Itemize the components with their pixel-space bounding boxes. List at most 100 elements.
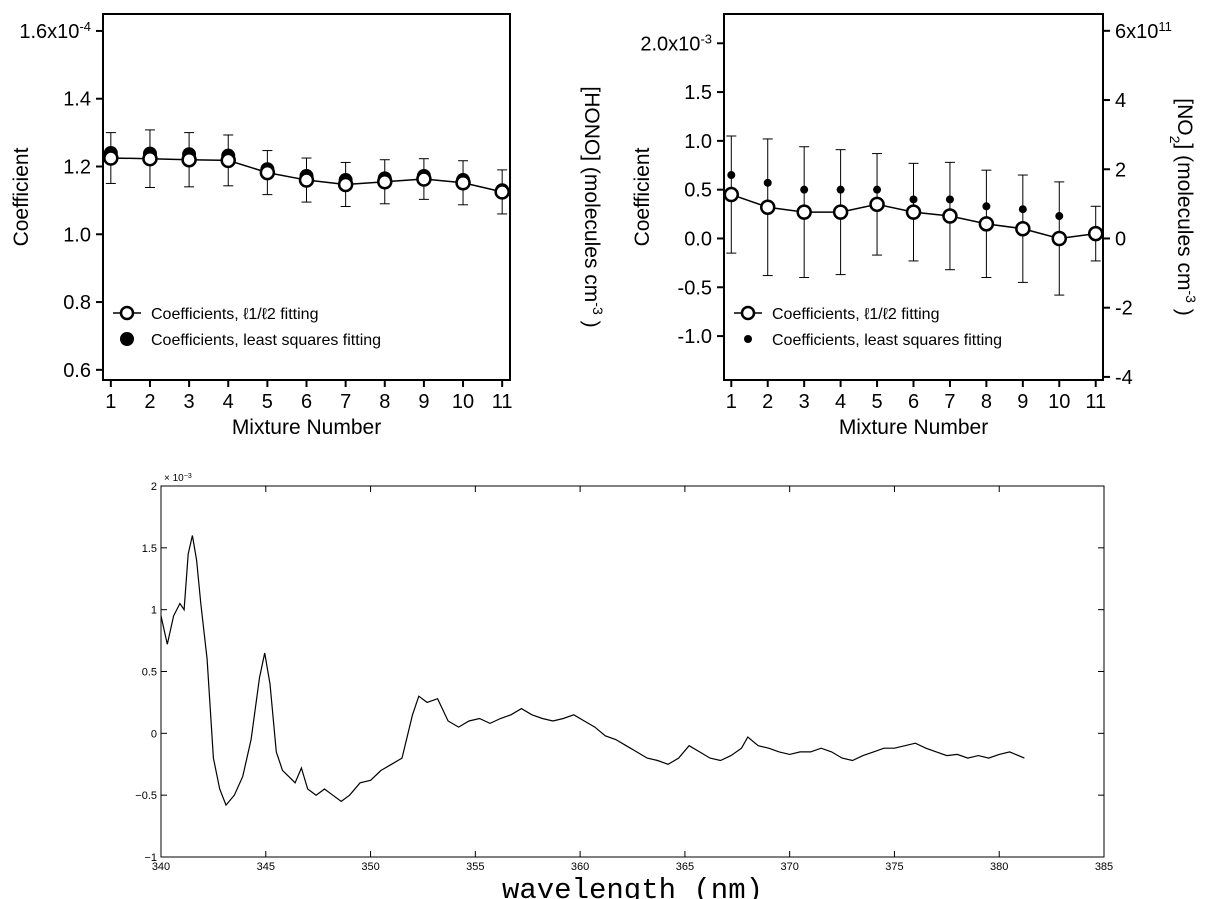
point-least-squares: [945, 195, 954, 204]
x-tick-label: 6: [301, 391, 312, 413]
x-tick-label: 6: [908, 391, 919, 413]
y-right-tick-label-part: 2: [1115, 159, 1126, 181]
x-tick-label: 355: [466, 861, 484, 873]
x-tick-label: 340: [152, 861, 170, 873]
y-right-tick-label-part: -4: [1115, 367, 1133, 389]
chart-panel-1: 1 2 3 4 5 6 7 8 9 10 11 Mixture Number 1.6x10-4 1.4 1.…: [10, 13, 606, 439]
point-l1l2: [416, 171, 432, 187]
x-axis-title: Mixture Number: [232, 416, 381, 439]
legend-label-l1l2: Coefficients, ℓ1/ℓ2 fitting: [772, 306, 939, 323]
point-least-squares: [1018, 205, 1027, 214]
point-l1l2: [796, 204, 812, 220]
y-tick-label: 0.5: [142, 667, 157, 679]
x-tick-label: 10: [452, 391, 474, 413]
y-right-tick-label-part: 11: [1158, 18, 1172, 33]
y-right-axis-title-part: ] (molecules cm: [1173, 143, 1196, 290]
y-left-tick-label: 2.0x10-3: [640, 31, 712, 56]
x-tick-label: 370: [780, 861, 798, 873]
point-l1l2: [1015, 220, 1031, 237]
y-right-tick-label-part: -2: [1115, 298, 1133, 320]
x-axis-title: wavelength (nm): [502, 874, 763, 899]
y-left-tick-label-part: 1.5: [684, 82, 712, 104]
legend-label-least-squares: Coefficients, least squares fitting: [772, 332, 1002, 349]
y-left-tick-label: 0.6: [63, 360, 91, 382]
y-left-tick-label: 0.0: [684, 228, 712, 250]
y-right-axis-title-part: [HONO] (molecules cm: [580, 86, 603, 302]
y-left-tick-label: 0.5: [684, 180, 712, 202]
y-tick-label: −0.5: [135, 790, 157, 802]
legend-marker-open: [740, 305, 756, 321]
y-left-tick-label-part: 1.2: [63, 157, 91, 179]
y-left-tick-label-part: -3: [700, 31, 712, 46]
y-right-axis-title-part: 2: [1167, 136, 1183, 144]
y-left-tick-label-part: 1.0: [63, 224, 91, 246]
y-left-tick-label-part: 0.8: [63, 292, 91, 314]
point-l1l2: [377, 174, 393, 190]
y-left-tick-label-part: 1.4: [63, 89, 91, 111]
y-right-axis-title: [HONO] (molecules cm-3 ): [580, 86, 606, 327]
x-tick-label: 360: [571, 861, 589, 873]
y-left-tick-label-part: -4: [79, 18, 91, 33]
legend: Coefficients, ℓ1/ℓ2 fitting Coefficients,…: [734, 305, 1002, 349]
y-left-tick-label: -1.0: [678, 326, 712, 348]
point-l1l2: [978, 216, 995, 232]
point-l1l2: [220, 152, 236, 169]
y-left-tick-label: 1.2: [63, 157, 91, 179]
point-l1l2: [494, 184, 510, 200]
legend-marker-filled: [120, 332, 134, 346]
y-left-tick-label: 1.5: [684, 82, 712, 104]
y-right-tick-label-part: 4: [1115, 90, 1126, 112]
point-l1l2: [1051, 230, 1068, 247]
x-tick-label: 2: [144, 391, 155, 413]
y-left-tick-label-part: 0.6: [63, 360, 91, 382]
x-tick-label: 4: [223, 391, 234, 413]
x-tick-label: 3: [799, 391, 810, 413]
point-least-squares: [800, 185, 809, 194]
y-left-tick-label: 1.0: [63, 224, 91, 246]
y-left-tick-label: 1.6x10-4: [19, 18, 91, 43]
y-right-tick-label: 2: [1115, 159, 1126, 181]
y-left-tick-label-part: 1.6x10: [19, 21, 79, 43]
y-right-tick-label-part: 0: [1115, 228, 1126, 250]
y-left-axis-title: Coefficient: [10, 147, 33, 246]
y-right-axis-title-part: [NO: [1173, 98, 1196, 135]
point-least-squares: [1055, 212, 1064, 221]
point-l1l2: [181, 151, 197, 168]
legend: Coefficients, ℓ1/ℓ2 fitting Coefficients,…: [113, 305, 381, 349]
y-tick-label: 0: [151, 728, 157, 740]
point-l1l2: [103, 150, 119, 166]
legend-label-l1l2: Coefficients, ℓ1/ℓ2 fitting: [151, 306, 318, 323]
y-right-axis-title: [NO2] (molecules cm-3 ): [1167, 98, 1199, 315]
x-tick-label: 8: [379, 391, 390, 413]
chart-panel-3: 340 345 350 355 360 365 370 375 380 385 −1 −0.5 0 0.5…: [135, 473, 1113, 899]
x-tick-label: 365: [676, 861, 694, 873]
y-left-tick-label-part: 0.0: [684, 228, 712, 250]
y-left-tick-label-part: -0.5: [678, 277, 712, 299]
legend-marker-filled: [744, 335, 752, 343]
x-tick-label: 3: [184, 391, 195, 413]
y-tick-label: 2: [151, 481, 157, 493]
y-right-tick-label-part: 6x10: [1115, 21, 1158, 43]
x-tick-label: 5: [871, 391, 882, 413]
y-left-tick-label-part: 1.0: [684, 131, 712, 153]
y-left-tick-label: 1.0: [684, 131, 712, 153]
y-right-axis-title-part: ): [580, 315, 603, 328]
x-tick-label: 5: [262, 391, 273, 413]
x-tick-label: 4: [835, 391, 846, 413]
legend-marker-open: [119, 305, 135, 321]
y-right-tick-label: -2: [1115, 298, 1133, 320]
point-least-squares: [836, 185, 845, 194]
point-l1l2: [298, 172, 315, 188]
y-left-tick-label-part: -1.0: [678, 326, 712, 348]
x-tick-label: 350: [361, 861, 379, 873]
x-tick-label: 11: [492, 391, 513, 413]
x-tick-label: 7: [944, 391, 955, 413]
y-multiplier-part: −3: [184, 473, 192, 480]
point-least-squares: [763, 178, 772, 187]
y-tick-label: 1.5: [142, 543, 157, 555]
point-least-squares: [727, 171, 736, 180]
point-l1l2: [723, 186, 740, 203]
x-tick-label: 11: [1085, 391, 1106, 413]
